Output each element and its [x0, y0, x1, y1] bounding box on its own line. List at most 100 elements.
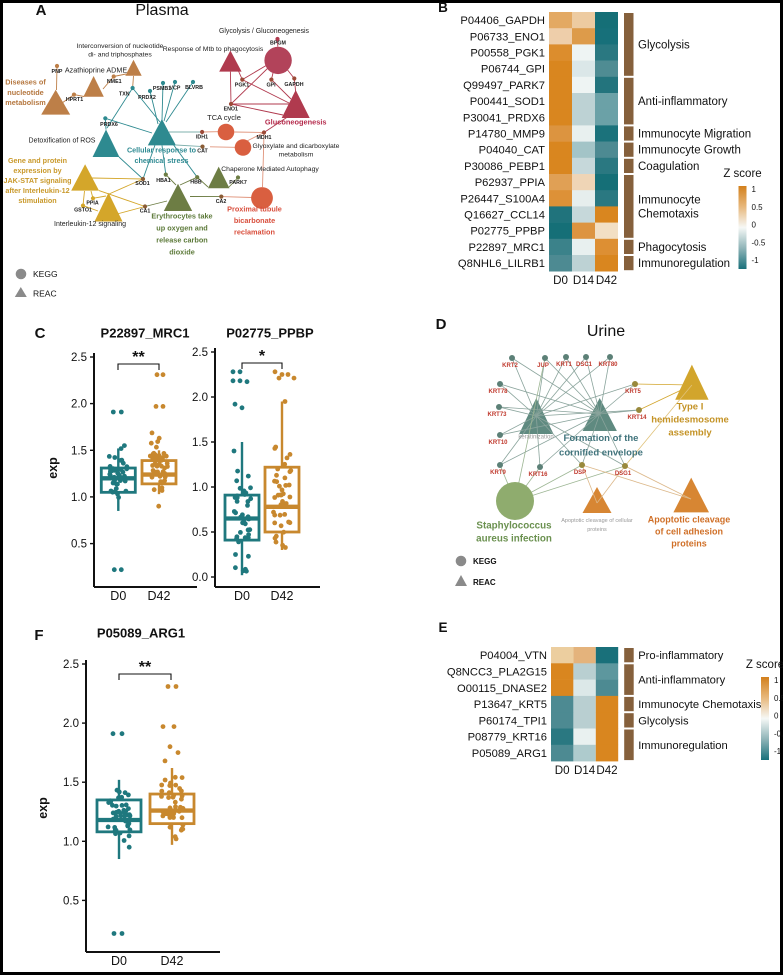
svg-text:-0.5: -0.5 — [752, 238, 766, 247]
svg-text:0.5: 0.5 — [71, 539, 87, 551]
svg-text:Coagulation: Coagulation — [638, 161, 699, 173]
svg-text:P22897_MRC1: P22897_MRC1 — [469, 242, 546, 254]
svg-text:SOD1: SOD1 — [135, 181, 149, 187]
svg-text:ENO1: ENO1 — [224, 107, 238, 113]
svg-text:P30086_PEBP1: P30086_PEBP1 — [464, 161, 545, 173]
svg-text:D14: D14 — [574, 764, 596, 777]
svg-text:E: E — [438, 620, 447, 635]
svg-text:proteins: proteins — [671, 539, 707, 549]
svg-text:P00441_SOD1: P00441_SOD1 — [470, 96, 545, 108]
svg-text:D42: D42 — [161, 954, 184, 968]
svg-text:D42: D42 — [596, 274, 617, 287]
svg-text:Immunoregulation: Immunoregulation — [638, 740, 728, 752]
svg-text:Plasma: Plasma — [135, 2, 188, 19]
svg-text:P26447_S100A4: P26447_S100A4 — [460, 193, 545, 205]
svg-text:P62937_PPIA: P62937_PPIA — [475, 177, 546, 189]
svg-text:TXN: TXN — [119, 92, 130, 98]
svg-text:MDH1: MDH1 — [256, 135, 271, 141]
svg-text:aureus infection: aureus infection — [476, 534, 552, 545]
svg-text:P08779_KRT16: P08779_KRT16 — [468, 732, 547, 744]
svg-text:Erythrocytes take: Erythrocytes take — [151, 212, 212, 221]
svg-text:-1: -1 — [752, 256, 760, 265]
svg-text:Q8NCC3_PLA2G15: Q8NCC3_PLA2G15 — [447, 666, 547, 678]
svg-text:1.0: 1.0 — [63, 836, 79, 848]
svg-text:Interleukin-12 signaling: Interleukin-12 signaling — [54, 221, 126, 228]
svg-text:KEGG: KEGG — [473, 557, 497, 566]
svg-text:Cellular response to: Cellular response to — [127, 146, 197, 155]
svg-text:Apoptotic cleavage: Apoptotic cleavage — [648, 515, 731, 525]
svg-text:O00115_DNASE2: O00115_DNASE2 — [457, 683, 547, 695]
svg-text:expression by: expression by — [13, 166, 61, 175]
svg-text:KRT1: KRT1 — [556, 362, 572, 368]
svg-text:proteins: proteins — [587, 527, 607, 533]
svg-text:KRT2: KRT2 — [502, 363, 518, 369]
svg-text:CA1: CA1 — [140, 209, 151, 215]
svg-text:Glycolysis / Gluconeogenesis: Glycolysis / Gluconeogenesis — [219, 28, 310, 35]
svg-text:2.0: 2.0 — [71, 399, 87, 411]
svg-text:Diseases of: Diseases of — [5, 78, 46, 87]
svg-text:TCA cycle: TCA cycle — [207, 113, 241, 122]
svg-text:Azathioprine ADME: Azathioprine ADME — [65, 66, 128, 75]
svg-text:2.5: 2.5 — [71, 352, 87, 364]
svg-text:D0: D0 — [111, 954, 127, 968]
svg-text:P02775_PPBP: P02775_PPBP — [470, 226, 545, 238]
svg-text:keratinization: keratinization — [518, 434, 553, 440]
svg-text:KRT78: KRT78 — [488, 389, 508, 395]
svg-text:P04004_VTN: P04004_VTN — [480, 650, 547, 662]
svg-text:Q8NHL6_LILRB1: Q8NHL6_LILRB1 — [458, 258, 545, 270]
svg-text:PPIA: PPIA — [86, 201, 99, 207]
svg-text:metabolism: metabolism — [5, 98, 46, 107]
svg-text:Detoxification of ROS: Detoxification of ROS — [29, 138, 96, 145]
svg-text:1.0: 1.0 — [71, 492, 87, 504]
svg-text:Proximal tubule: Proximal tubule — [227, 205, 282, 214]
svg-text:0: 0 — [752, 221, 757, 230]
svg-text:Apoptotic cleavage of cellular: Apoptotic cleavage of cellular — [561, 518, 633, 524]
svg-text:Glycolysis: Glycolysis — [638, 715, 689, 727]
svg-text:B: B — [438, 0, 448, 15]
svg-text:KRT5: KRT5 — [625, 389, 641, 395]
svg-text:1.5: 1.5 — [71, 445, 87, 457]
svg-text:after Interleukin-12: after Interleukin-12 — [5, 186, 69, 195]
svg-text:C: C — [35, 325, 46, 342]
svg-text:2.5: 2.5 — [63, 659, 79, 671]
svg-text:Gluconeogenesis: Gluconeogenesis — [265, 118, 327, 127]
svg-text:Type I: Type I — [677, 401, 704, 412]
svg-text:cornified envelope: cornified envelope — [559, 448, 643, 459]
svg-text:P00558_PGK1: P00558_PGK1 — [470, 48, 545, 60]
svg-text:Glycolysis: Glycolysis — [638, 39, 690, 51]
svg-text:D42: D42 — [148, 589, 171, 603]
svg-text:Anti-inflammatory: Anti-inflammatory — [638, 96, 728, 108]
svg-text:release carbon: release carbon — [156, 236, 208, 245]
svg-text:GSTO1: GSTO1 — [74, 208, 92, 214]
svg-text:VCP: VCP — [170, 86, 181, 92]
svg-text:P13647_KRT5: P13647_KRT5 — [474, 699, 547, 711]
svg-text:REAC: REAC — [473, 578, 496, 587]
svg-text:**: ** — [139, 659, 152, 676]
svg-text:Chemotaxis: Chemotaxis — [638, 208, 699, 220]
svg-text:0.5: 0.5 — [63, 895, 79, 907]
svg-text:D42: D42 — [271, 589, 294, 603]
svg-text:Immunocyte Migration: Immunocyte Migration — [638, 129, 751, 141]
svg-text:F: F — [34, 627, 43, 644]
svg-text:Staphylococcus: Staphylococcus — [476, 521, 552, 532]
svg-text:KRT10: KRT10 — [488, 440, 508, 446]
svg-text:NME1: NME1 — [107, 79, 122, 85]
svg-text:KRT16: KRT16 — [528, 472, 548, 478]
svg-text:0.0: 0.0 — [192, 572, 208, 584]
svg-text:bicarbonate: bicarbonate — [234, 216, 275, 225]
svg-text:Response of Mtb to phagocytosi: Response of Mtb to phagocytosis — [163, 46, 264, 53]
svg-text:DSC1: DSC1 — [576, 362, 593, 368]
svg-text:PRDX2: PRDX2 — [138, 95, 156, 101]
svg-text:up oxygen and: up oxygen and — [156, 224, 208, 233]
svg-text:Q16627_CCL14: Q16627_CCL14 — [464, 210, 545, 222]
svg-text:A: A — [36, 2, 47, 19]
svg-text:Glyoxylate and dicarboxylate: Glyoxylate and dicarboxylate — [253, 143, 340, 150]
svg-text:0: 0 — [774, 712, 779, 721]
svg-text:KEGG: KEGG — [33, 269, 58, 279]
svg-text:Q99497_PARK7: Q99497_PARK7 — [463, 80, 545, 92]
svg-text:JAK-STAT signaling: JAK-STAT signaling — [3, 176, 71, 185]
svg-text:KRT73: KRT73 — [487, 412, 507, 418]
svg-text:-1: -1 — [774, 747, 782, 756]
svg-text:Phagocytosis: Phagocytosis — [638, 242, 707, 254]
svg-text:stimulation: stimulation — [18, 196, 56, 205]
